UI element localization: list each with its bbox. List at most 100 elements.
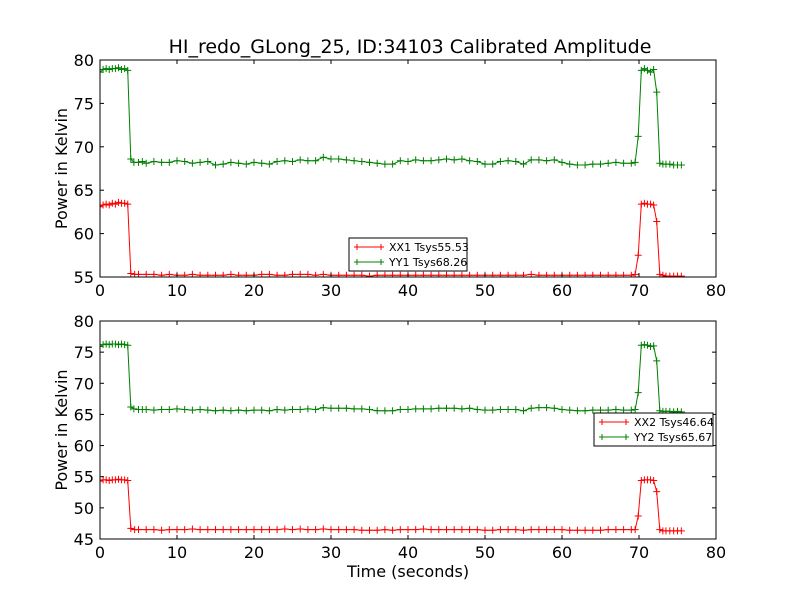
data-point: [188, 525, 196, 533]
data-point: [342, 526, 350, 534]
data-point: [404, 158, 412, 166]
data-point: [627, 271, 635, 277]
data-point: [512, 405, 520, 413]
data-point: [242, 160, 250, 168]
data-point: [181, 271, 189, 277]
top-panel: 0 10 20 30 40 50 60 70 80 55 60 65 70 75 80 Power in Ke…: [52, 51, 726, 300]
data-point: [631, 526, 639, 534]
data-point: [650, 342, 658, 350]
data-point: [520, 407, 527, 415]
data-point: [435, 404, 443, 412]
data-point: [666, 160, 674, 168]
data-point: [242, 526, 250, 534]
data-point: [100, 477, 104, 485]
data-point: [512, 526, 520, 534]
y-tick-label: 80: [74, 51, 94, 70]
data-point: [496, 271, 504, 277]
data-point: [604, 406, 612, 414]
data-point: [550, 271, 558, 277]
data-point: [381, 526, 389, 534]
data-point: [512, 158, 520, 166]
data-point: [643, 341, 651, 349]
x-tick-label: 70: [629, 281, 649, 300]
data-point: [111, 65, 119, 73]
data-point: [335, 526, 343, 534]
data-point: [489, 406, 497, 414]
data-point: [550, 526, 558, 534]
data-point: [381, 271, 389, 277]
y-tick-label: 60: [74, 225, 94, 244]
data-point: [412, 405, 420, 413]
data-point: [650, 201, 658, 209]
data-point: [589, 526, 597, 534]
data-point: [396, 526, 404, 534]
legend: XX1 Tsys55.53 YY1 Tsys68.26: [348, 237, 469, 272]
data-point: [118, 66, 126, 74]
data-point: [350, 405, 358, 413]
x-tick-label: 80: [706, 281, 726, 300]
data-point: [581, 161, 589, 169]
data-point: [273, 405, 281, 413]
y-tick-label: 50: [74, 499, 94, 518]
data-point: [396, 271, 404, 277]
data-point: [419, 405, 427, 413]
data-point: [558, 405, 566, 413]
data-point: [435, 271, 443, 277]
x-tick-label: 50: [475, 543, 495, 562]
data-point: [419, 525, 427, 533]
data-point: [289, 405, 296, 413]
x-tick-label: 0: [95, 543, 105, 562]
x-tick-label: 20: [244, 543, 264, 562]
data-point: [100, 203, 104, 211]
data-point: [204, 406, 212, 414]
data-point: [573, 407, 581, 415]
data-point: [366, 272, 373, 277]
data-point: [242, 407, 250, 415]
data-point: [597, 160, 604, 168]
data-point: [273, 526, 281, 534]
data-point: [124, 341, 132, 349]
legend-marker: [623, 419, 629, 425]
data-point: [327, 404, 335, 412]
data-point: [342, 156, 350, 164]
data-point: [419, 271, 427, 277]
data-point: [296, 156, 304, 164]
data-point: [121, 199, 129, 207]
data-point: [111, 200, 119, 208]
data-point: [258, 526, 266, 534]
data-point: [114, 64, 122, 72]
data-point: [219, 526, 227, 534]
legend-box: [593, 412, 714, 447]
data-point: [105, 66, 113, 74]
data-point: [481, 406, 489, 414]
data-point: [265, 407, 273, 415]
data-point: [450, 271, 458, 277]
legend-label: XX2 Tsys46.64: [634, 416, 714, 429]
data-point: [173, 526, 181, 534]
y-axis-label: Power in Kelvin: [52, 108, 71, 229]
data-point: [481, 160, 489, 168]
data-point: [342, 404, 350, 412]
data-point: [127, 270, 135, 277]
data-point: [443, 526, 450, 534]
data-point: [473, 271, 481, 277]
data-point: [124, 200, 132, 208]
data-point: [373, 159, 381, 167]
data-point: [527, 156, 535, 164]
data-point: [631, 405, 639, 413]
y-tick-label: 55: [74, 468, 94, 487]
data-point: [366, 405, 373, 413]
data-point: [219, 271, 227, 277]
data-point: [443, 404, 450, 412]
data-point: [250, 526, 258, 534]
data-point: [550, 404, 558, 412]
data-point: [100, 343, 104, 351]
data-point: [466, 526, 474, 534]
data-point: [604, 271, 612, 277]
y-axis-label: Power in Kelvin: [52, 369, 71, 490]
data-point: [612, 158, 620, 166]
data-point: [419, 157, 427, 165]
data-point: [100, 201, 107, 209]
